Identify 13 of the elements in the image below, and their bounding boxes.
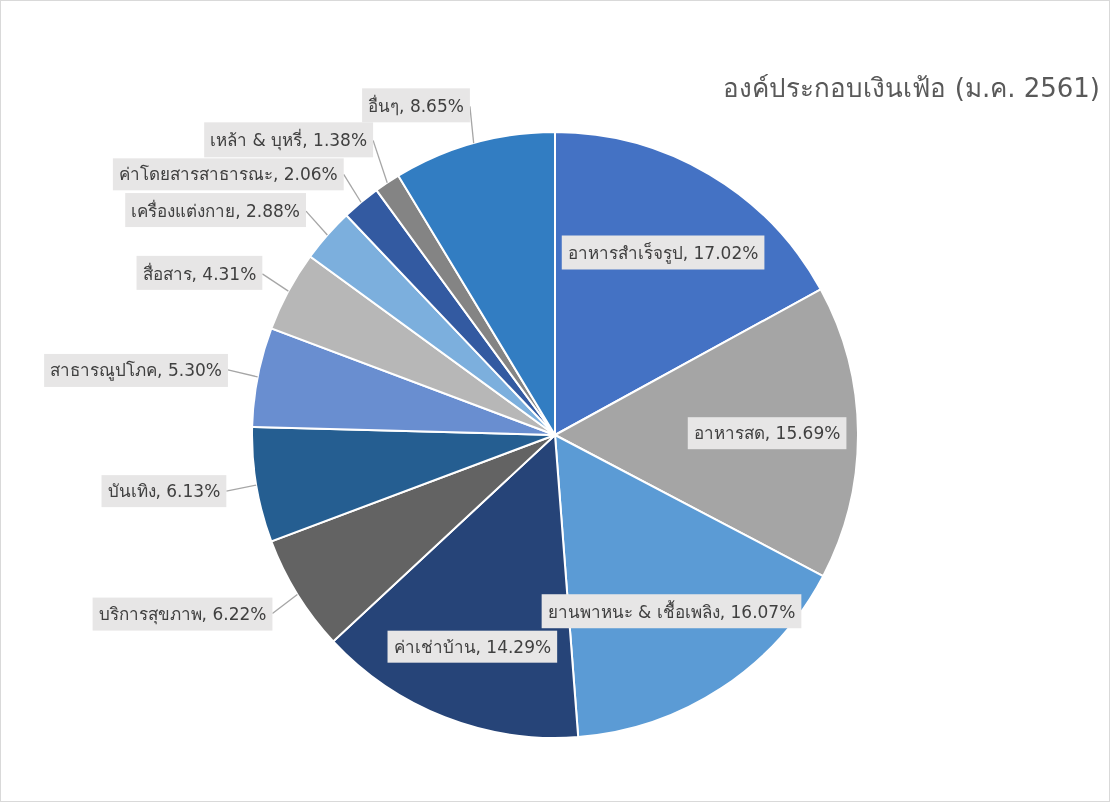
slice-label: บริการสุขภาพ, 6.22% xyxy=(98,603,267,625)
slice-label: อาหารสด, 15.69% xyxy=(693,423,841,444)
slice-label: สื่อสาร, 4.31% xyxy=(142,261,257,284)
slice-label: อื่นๆ, 8.65% xyxy=(368,94,464,117)
slice-label: บันเทิง, 6.13% xyxy=(107,481,221,502)
slice-label: ค่าโดยสารสาธารณะ, 2.06% xyxy=(118,164,338,185)
slice-label: เหล้า & บุหรี่, 1.38% xyxy=(210,128,368,152)
slice-label: ยานพาหนะ & เชื้อเพลิง, 16.07% xyxy=(547,600,796,623)
slice-label: เครื่องแต่งกาย, 2.88% xyxy=(131,199,301,222)
slice-label: อาหารสำเร็จรูป, 17.02% xyxy=(567,241,759,264)
title: องค์ประกอบเงินเฟ้อ (ม.ค. 2561) xyxy=(723,73,1100,103)
slice-label: ค่าเช่าบ้าน, 14.29% xyxy=(393,636,552,657)
slice-label: สาธารณูปโภค, 5.30% xyxy=(50,359,222,381)
